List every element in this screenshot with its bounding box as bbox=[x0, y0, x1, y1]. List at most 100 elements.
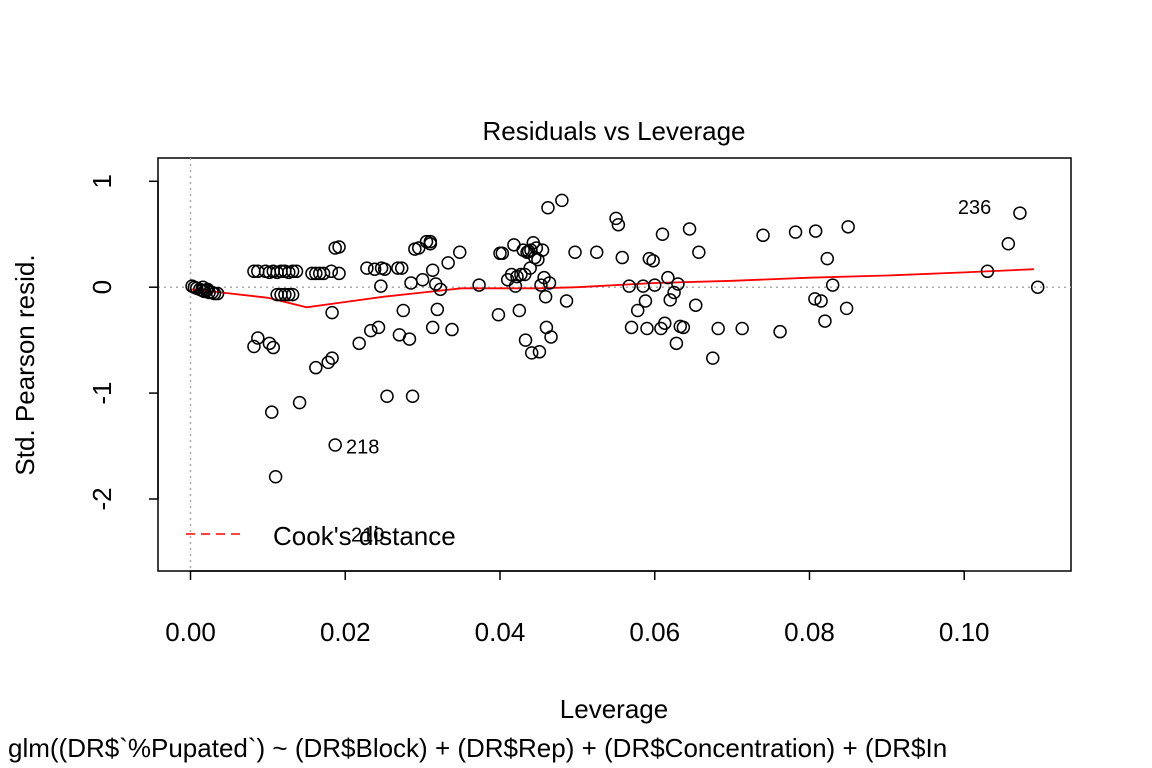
data-point bbox=[1013, 206, 1027, 220]
data-point bbox=[735, 321, 749, 336]
data-point bbox=[711, 321, 725, 336]
y-tick-label: 0 bbox=[87, 280, 117, 294]
y-axis-label: Std. Pearson resid. bbox=[10, 254, 40, 475]
data-point bbox=[671, 277, 685, 291]
data-point bbox=[285, 264, 300, 279]
data-point bbox=[535, 243, 550, 257]
data-point bbox=[285, 287, 300, 302]
data-point bbox=[491, 307, 506, 322]
data-point bbox=[328, 438, 342, 452]
data-point bbox=[324, 264, 339, 279]
chart-subtitle: glm((DR$`%Pupated`) ~ (DR$Block) + (DR$R… bbox=[8, 733, 947, 763]
data-point bbox=[788, 225, 803, 239]
data-point bbox=[524, 346, 539, 360]
data-point bbox=[371, 320, 386, 335]
data-point bbox=[825, 278, 840, 292]
data-point bbox=[289, 264, 304, 279]
data-point bbox=[332, 266, 346, 281]
point-labels: 236 218 210 bbox=[346, 197, 991, 546]
data-point bbox=[615, 250, 629, 265]
data-point bbox=[534, 278, 548, 292]
reference-lines bbox=[158, 158, 1071, 571]
data-point bbox=[609, 211, 623, 226]
data-point bbox=[559, 294, 574, 308]
data-point bbox=[425, 320, 440, 335]
data-point bbox=[839, 301, 854, 316]
data-point bbox=[638, 294, 653, 308]
x-axis: 0.00 0.02 0.04 0.06 0.08 0.10 bbox=[165, 570, 990, 647]
data-point bbox=[814, 294, 828, 308]
data-point bbox=[514, 267, 528, 282]
data-point bbox=[544, 330, 558, 344]
data-point bbox=[377, 262, 392, 276]
data-point bbox=[841, 220, 855, 234]
data-point bbox=[808, 292, 822, 306]
legend-label-cooks-distance: Cook's distance bbox=[273, 521, 456, 551]
data-point bbox=[555, 193, 569, 208]
data-points bbox=[185, 193, 1045, 484]
data-point bbox=[196, 280, 210, 294]
x-tick-label: 0.10 bbox=[939, 617, 990, 647]
data-point bbox=[394, 261, 409, 275]
data-point bbox=[512, 303, 527, 318]
data-point bbox=[669, 336, 684, 351]
data-point bbox=[624, 320, 639, 335]
data-point bbox=[636, 279, 650, 293]
data-point bbox=[316, 266, 331, 281]
data-point bbox=[661, 270, 675, 285]
data-point bbox=[268, 470, 283, 484]
data-point bbox=[251, 331, 265, 345]
data-point bbox=[374, 279, 388, 293]
data-point bbox=[568, 245, 582, 259]
data-point bbox=[532, 345, 547, 359]
data-point bbox=[360, 261, 374, 275]
x-tick-label: 0.06 bbox=[629, 617, 680, 647]
data-point bbox=[818, 314, 832, 328]
data-point bbox=[495, 246, 510, 261]
data-point bbox=[441, 256, 455, 270]
data-point bbox=[405, 389, 420, 404]
data-point bbox=[292, 395, 307, 410]
x-tick-label: 0.04 bbox=[475, 617, 526, 647]
data-point bbox=[647, 278, 662, 292]
data-point bbox=[264, 405, 279, 419]
data-point bbox=[402, 332, 417, 346]
data-point bbox=[688, 298, 703, 312]
smoother-line bbox=[190, 268, 1034, 309]
data-point bbox=[325, 351, 339, 365]
x-axis-label: Leverage bbox=[560, 694, 668, 724]
data-point bbox=[425, 263, 440, 278]
y-tick-label: -2 bbox=[87, 487, 117, 510]
data-point bbox=[380, 389, 394, 404]
data-point bbox=[472, 278, 486, 292]
data-point bbox=[518, 333, 533, 347]
data-point bbox=[262, 336, 277, 351]
data-point bbox=[756, 228, 770, 243]
data-point bbox=[430, 302, 445, 317]
data-point bbox=[692, 245, 706, 259]
data-point bbox=[542, 276, 557, 290]
data-point bbox=[433, 282, 448, 297]
data-point bbox=[332, 240, 346, 254]
data-point bbox=[622, 279, 636, 293]
point-label-218: 218 bbox=[346, 436, 379, 458]
data-point bbox=[278, 287, 292, 302]
data-point bbox=[1030, 280, 1045, 294]
data-point bbox=[247, 339, 261, 354]
data-point bbox=[658, 316, 672, 330]
data-point bbox=[325, 305, 339, 320]
smoother-curve bbox=[190, 268, 1034, 309]
y-tick-label: -1 bbox=[87, 382, 117, 405]
data-point bbox=[667, 285, 681, 300]
data-point bbox=[309, 360, 323, 375]
chart-title: Residuals vs Leverage bbox=[482, 116, 745, 146]
data-point bbox=[367, 262, 382, 276]
data-point bbox=[589, 245, 604, 259]
y-axis: -2 -1 0 1 bbox=[87, 174, 159, 511]
x-tick-label: 0.08 bbox=[784, 617, 835, 647]
data-point bbox=[808, 224, 823, 238]
data-point bbox=[682, 222, 697, 236]
point-label-236: 236 bbox=[958, 197, 991, 219]
data-point bbox=[321, 355, 335, 370]
